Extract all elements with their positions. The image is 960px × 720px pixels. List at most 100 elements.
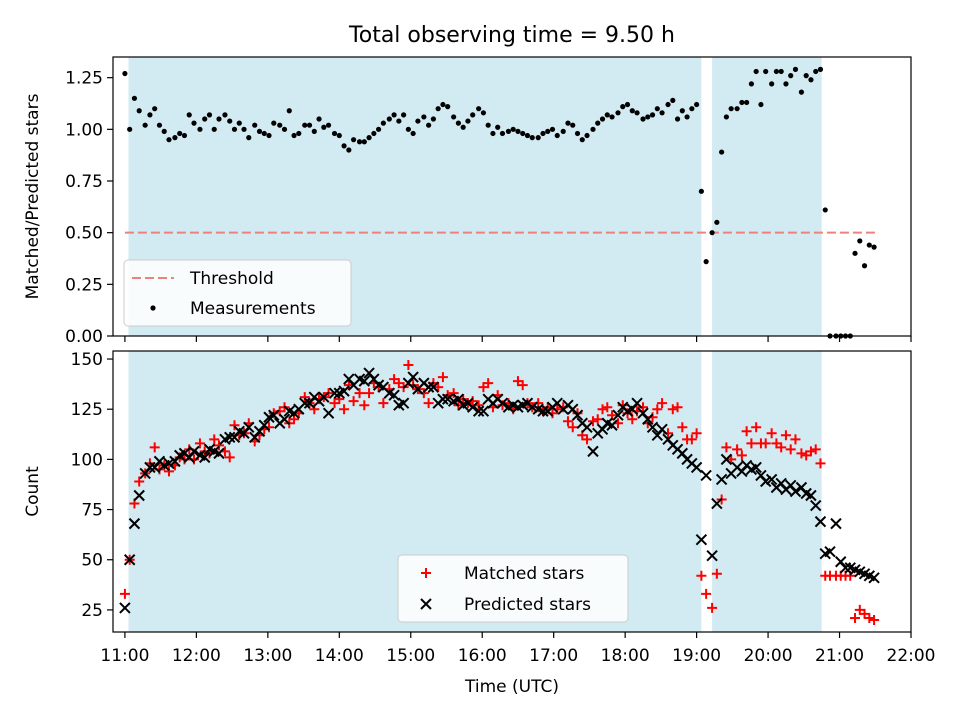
predicted-star-point	[119, 602, 131, 614]
ratio-ytick-label: 0.75	[65, 172, 103, 192]
matched-star-point	[869, 614, 880, 625]
matched-star-point	[785, 444, 796, 455]
predicted-star-point	[427, 381, 440, 393]
predicted-star-point	[258, 419, 270, 431]
measurement-point	[172, 135, 178, 141]
predicted-star-point	[789, 485, 802, 498]
measurement-point	[698, 188, 704, 194]
measurement-point	[649, 112, 656, 118]
measurement-point	[361, 139, 367, 145]
measurement-point	[231, 126, 238, 132]
measurement-point	[689, 106, 695, 112]
measurement-point	[152, 106, 158, 112]
measurement-point	[480, 110, 487, 116]
measurement-point	[604, 112, 610, 118]
predicted-star-point	[213, 447, 225, 460]
count-ytick-label: 100	[71, 450, 103, 470]
count-ytick-label: 150	[71, 350, 103, 370]
matched-star-point	[776, 442, 787, 453]
measurement-point	[346, 147, 352, 153]
predicted-star-point	[338, 385, 350, 397]
matched-star-point	[592, 414, 603, 425]
matched-star-point	[686, 434, 697, 445]
count-xtick-label: 19:00	[672, 646, 721, 666]
predicted-star-point	[642, 413, 654, 425]
predicted-star-point	[830, 517, 842, 530]
measurement-point	[401, 112, 407, 118]
predicted-star-point	[805, 489, 817, 502]
count-xtick-label: 13:00	[243, 646, 292, 666]
measurement-point	[216, 116, 222, 122]
measurement-point	[321, 124, 327, 130]
matched-star-point	[741, 426, 752, 437]
legend-measurements-label: Measurements	[190, 299, 316, 319]
measurement-point	[778, 68, 784, 75]
matched-star-point	[815, 458, 826, 469]
measurement-point	[277, 122, 283, 128]
matched-star-point	[149, 442, 160, 453]
legend-measurements-swatch	[150, 305, 156, 311]
predicted-star-point	[318, 391, 330, 403]
ratio-ytick-label: 1.00	[65, 120, 103, 140]
measurement-point	[861, 263, 868, 269]
measurement-point	[490, 130, 496, 137]
predicted-star-point	[477, 405, 490, 417]
matched-star-point	[299, 392, 310, 403]
count-panel-xlabel: Time (UTC)	[464, 677, 559, 697]
predicted-star-point	[299, 397, 311, 409]
matched-star-point	[378, 398, 389, 409]
count-xtick-label: 14:00	[315, 646, 364, 666]
matched-star-point	[119, 588, 130, 599]
measurement-point	[624, 101, 631, 108]
matched-star-point	[423, 398, 434, 409]
measurement-point	[331, 130, 338, 137]
ratio-panel: 0.00 0.25 0.50 0.75 1.00 1.25 Matched/Predict…	[23, 56, 912, 347]
measurement-point	[499, 130, 506, 137]
measurement-point	[371, 130, 377, 137]
measurement-point	[505, 128, 512, 134]
matched-star-point	[691, 428, 702, 439]
matched-star-point	[701, 588, 712, 599]
matched-star-point	[562, 416, 573, 427]
measurement-point	[410, 130, 416, 137]
matched-star-point	[796, 448, 807, 459]
predicted-star-point	[656, 423, 668, 435]
measurement-point	[852, 250, 858, 256]
measurement-point	[871, 244, 877, 250]
measurement-point	[405, 126, 411, 132]
measurement-point	[147, 112, 153, 118]
matched-star-point	[209, 434, 220, 445]
measurement-point	[659, 110, 665, 116]
count-panel-frame	[112, 350, 912, 633]
predicted-star-point	[144, 461, 156, 474]
matched-star-point	[597, 404, 608, 415]
measurement-point	[783, 81, 789, 87]
measurement-point	[286, 108, 292, 114]
measurement-point	[674, 116, 681, 122]
matched-star-point	[194, 438, 205, 449]
measurement-point	[545, 128, 551, 134]
predicted-star-point	[322, 407, 335, 419]
matched-star-point	[850, 612, 861, 623]
measurement-point	[421, 114, 427, 120]
matched-star-point	[359, 400, 370, 411]
predicted-star-point	[199, 451, 211, 464]
measurement-point	[549, 126, 556, 132]
measurement-point	[857, 238, 863, 244]
predicted-star-point	[188, 445, 200, 458]
matched-star-point	[602, 402, 613, 413]
count-xtick-label: 16:00	[458, 646, 507, 666]
measurement-point	[451, 114, 457, 120]
measurement-point	[426, 122, 432, 128]
predicted-star-point	[571, 409, 584, 421]
matched-star-point	[810, 444, 821, 455]
legend-matched-label: Matched stars	[464, 564, 584, 584]
predicted-star-point	[750, 461, 762, 474]
measurement-point	[609, 114, 615, 120]
measurement-point	[350, 137, 357, 143]
matched-star-point	[751, 422, 762, 433]
count-ytick-label: 75	[81, 501, 103, 521]
matched-star-point	[364, 388, 375, 399]
measurement-point	[291, 132, 297, 139]
